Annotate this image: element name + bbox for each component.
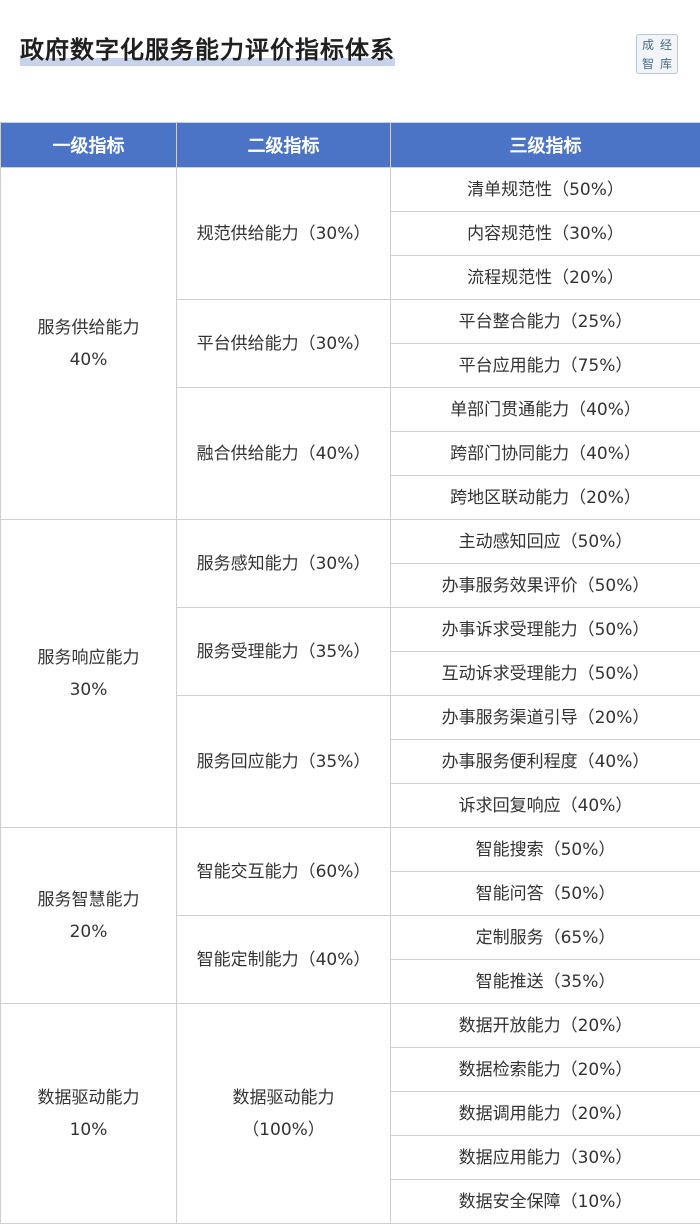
level3-cell: 数据应用能力（30%） <box>391 1136 700 1180</box>
level3-cell: 跨部门协同能力（40%） <box>391 432 700 476</box>
table-header-row: 一级指标 二级指标 三级指标 <box>1 123 700 168</box>
level3-cell: 智能推送（35%） <box>391 960 700 1004</box>
level3-cell: 办事服务渠道引导（20%） <box>391 696 700 740</box>
logo-char: 智 <box>639 56 657 72</box>
level3-cell: 诉求回复响应（40%） <box>391 784 700 828</box>
level1-cell: 服务智慧能力 20% <box>1 828 177 1004</box>
title-wrap: 政府数字化服务能力评价指标体系 <box>20 30 395 70</box>
level1-cell: 服务响应能力 30% <box>1 520 177 828</box>
level3-cell: 内容规范性（30%） <box>391 212 700 256</box>
logo-seal: 成 经 智 库 <box>636 34 678 74</box>
level3-cell: 主动感知回应（50%） <box>391 520 700 564</box>
logo-char: 成 <box>639 37 657 53</box>
level3-cell: 数据安全保障（10%） <box>391 1180 700 1224</box>
level3-cell: 单部门贯通能力（40%） <box>391 388 700 432</box>
level3-cell: 定制服务（65%） <box>391 916 700 960</box>
level3-cell: 数据检索能力（20%） <box>391 1048 700 1092</box>
indicator-table: 一级指标 二级指标 三级指标 服务供给能力 40%规范供给能力（30%）清单规范… <box>0 122 700 1224</box>
level2-cell: 智能交互能力（60%） <box>177 828 391 916</box>
level3-cell: 数据开放能力（20%） <box>391 1004 700 1048</box>
table-row: 服务响应能力 30%服务感知能力（30%）主动感知回应（50%） <box>1 520 700 564</box>
page-title: 政府数字化服务能力评价指标体系 <box>20 30 395 70</box>
header: 政府数字化服务能力评价指标体系 成 经 智 库 <box>0 0 700 122</box>
header-level3: 三级指标 <box>391 123 700 168</box>
level2-cell: 智能定制能力（40%） <box>177 916 391 1004</box>
level2-cell: 融合供给能力（40%） <box>177 388 391 520</box>
level2-cell: 规范供给能力（30%） <box>177 168 391 300</box>
level2-cell: 服务回应能力（35%） <box>177 696 391 828</box>
level3-cell: 流程规范性（20%） <box>391 256 700 300</box>
table-row: 数据驱动能力 10%数据驱动能力 （100%）数据开放能力（20%） <box>1 1004 700 1048</box>
level3-cell: 办事诉求受理能力（50%） <box>391 608 700 652</box>
level3-cell: 智能问答（50%） <box>391 872 700 916</box>
logo-char: 库 <box>657 56 675 72</box>
table-row: 服务智慧能力 20%智能交互能力（60%）智能搜索（50%） <box>1 828 700 872</box>
level3-cell: 平台应用能力（75%） <box>391 344 700 388</box>
header-level2: 二级指标 <box>177 123 391 168</box>
level1-cell: 数据驱动能力 10% <box>1 1004 177 1224</box>
level2-cell: 平台供给能力（30%） <box>177 300 391 388</box>
level2-cell: 数据驱动能力 （100%） <box>177 1004 391 1224</box>
level2-cell: 服务受理能力（35%） <box>177 608 391 696</box>
table-row: 服务供给能力 40%规范供给能力（30%）清单规范性（50%） <box>1 168 700 212</box>
level3-cell: 跨地区联动能力（20%） <box>391 476 700 520</box>
table-body: 服务供给能力 40%规范供给能力（30%）清单规范性（50%）内容规范性（30%… <box>1 168 700 1224</box>
level3-cell: 互动诉求受理能力（50%） <box>391 652 700 696</box>
level2-cell: 服务感知能力（30%） <box>177 520 391 608</box>
level1-cell: 服务供给能力 40% <box>1 168 177 520</box>
level3-cell: 办事服务效果评价（50%） <box>391 564 700 608</box>
logo-char: 经 <box>657 37 675 53</box>
level3-cell: 数据调用能力（20%） <box>391 1092 700 1136</box>
level3-cell: 办事服务便利程度（40%） <box>391 740 700 784</box>
level3-cell: 智能搜索（50%） <box>391 828 700 872</box>
level3-cell: 清单规范性（50%） <box>391 168 700 212</box>
level3-cell: 平台整合能力（25%） <box>391 300 700 344</box>
header-level1: 一级指标 <box>1 123 177 168</box>
